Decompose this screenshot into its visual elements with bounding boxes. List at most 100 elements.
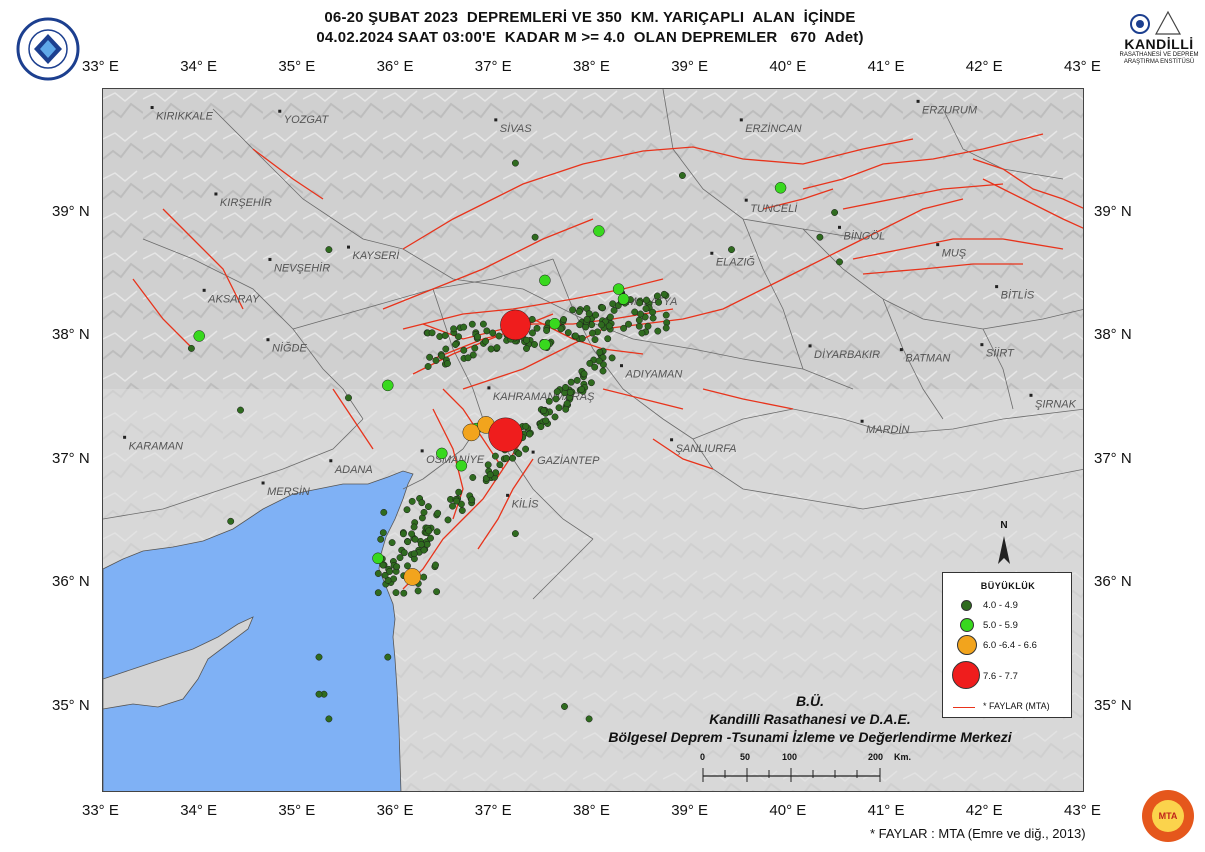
city-marker xyxy=(531,450,535,454)
earthquake-marker xyxy=(390,575,398,583)
lon-tick-label: 36° E xyxy=(376,58,414,75)
earthquake-marker xyxy=(564,329,572,337)
earthquake-marker xyxy=(540,407,548,415)
city-label: TUNCELİ xyxy=(750,203,798,215)
earthquake-marker xyxy=(449,502,456,510)
lat-tick-label: 35° N xyxy=(52,696,90,714)
earthquake-marker xyxy=(502,454,510,462)
earthquake-marker xyxy=(482,337,490,345)
city-marker xyxy=(916,99,920,103)
earthquake-marker xyxy=(462,423,481,442)
earthquake-marker xyxy=(488,417,523,453)
kandilli-subtitle: RASATHANESİ VE DEPREM ARAŞTIRMA ENSTİTÜS… xyxy=(1119,52,1199,65)
city-label: MUŞ xyxy=(942,248,967,260)
scale-label-50: 50 xyxy=(740,752,751,762)
earthquake-marker xyxy=(410,523,418,531)
city-marker xyxy=(506,493,510,497)
earthquake-marker xyxy=(426,353,434,361)
earthquake-marker xyxy=(414,587,422,595)
earthquake-marker xyxy=(572,332,579,340)
earthquake-marker xyxy=(836,258,843,266)
city-marker xyxy=(995,285,999,289)
earthquake-marker xyxy=(428,329,436,337)
province-border xyxy=(632,338,854,390)
earthquake-marker xyxy=(638,329,646,337)
credit-block: B.Ü. Kandilli Rasathanesi ve D.A.E. Bölg… xyxy=(560,692,1060,746)
north-label: N xyxy=(1000,520,1008,531)
city-label: KAYSERİ xyxy=(353,250,401,262)
fault-line xyxy=(702,388,794,410)
earthquake-marker xyxy=(187,344,195,352)
earthquake-marker xyxy=(728,246,735,254)
earthquake-marker xyxy=(598,304,606,312)
city-marker xyxy=(621,291,625,295)
city-marker xyxy=(150,106,154,110)
city-marker xyxy=(936,243,940,247)
earthquake-marker xyxy=(425,527,433,535)
earthquake-marker xyxy=(450,325,458,333)
scale-label-200: 200 xyxy=(868,752,884,762)
earthquake-marker xyxy=(433,588,441,596)
earthquake-marker xyxy=(592,311,600,319)
earthquake-marker xyxy=(325,246,333,254)
city-label: NİĞDE xyxy=(272,342,308,355)
earthquake-marker xyxy=(604,335,612,343)
earthquake-marker xyxy=(487,345,495,353)
city-marker xyxy=(619,364,623,368)
earthquake-marker xyxy=(418,499,426,507)
city-label: BİTLİS xyxy=(1001,290,1035,302)
earthquake-marker xyxy=(483,327,491,335)
earthquake-marker xyxy=(464,354,472,362)
earthquake-marker xyxy=(471,344,479,352)
city-label: MALATYA xyxy=(627,296,677,308)
earthquake-marker xyxy=(496,461,504,469)
earthquake-marker xyxy=(655,298,663,306)
earthquake-marker xyxy=(591,336,599,344)
city-label: KIRIKKALE xyxy=(156,111,214,123)
city-label: OSMANİYE xyxy=(426,454,485,466)
fault-line xyxy=(602,388,684,410)
fault-line xyxy=(162,208,244,310)
city-label: SİİRT xyxy=(986,348,1015,360)
city-marker xyxy=(278,109,282,113)
earthquake-marker xyxy=(598,321,605,329)
earthquake-marker xyxy=(593,225,605,237)
earthquake-marker xyxy=(552,395,560,403)
city-label: GAZİANTEP xyxy=(537,455,600,467)
earthquake-marker xyxy=(386,568,394,575)
scale-label-0: 0 xyxy=(700,752,706,762)
earthquake-marker xyxy=(560,316,568,323)
city-label: YOZGAT xyxy=(284,114,330,126)
city-label: MERSİN xyxy=(267,486,310,498)
city-label: ADIYAMAN xyxy=(624,369,682,381)
map-title: 06-20 ŞUBAT 2023 DEPREMLERİ VE 350 KM. Y… xyxy=(230,8,950,48)
scale-bar: 0 50 100 200 Km. xyxy=(690,752,920,786)
earthquake-marker xyxy=(374,570,382,577)
legend-title: BÜYÜKLÜK xyxy=(980,581,1036,591)
fault-line xyxy=(462,198,964,390)
fault-line xyxy=(402,438,524,590)
city-marker xyxy=(838,225,841,229)
earthquake-marker xyxy=(551,413,559,421)
city-marker xyxy=(494,118,498,122)
province-borders xyxy=(103,89,1083,600)
city-marker xyxy=(347,245,350,249)
earthquake-marker xyxy=(479,320,487,328)
title-line-1: 06-20 ŞUBAT 2023 DEPREMLERİ VE 350 KM. Y… xyxy=(324,9,856,26)
lon-tick-label: 43° E xyxy=(1064,58,1101,75)
lon-tick-label: 35° E xyxy=(278,802,316,819)
bogazici-logo xyxy=(12,16,84,82)
lon-tick-label: 34° E xyxy=(180,802,218,819)
lon-tick-label: 37° E xyxy=(474,58,512,75)
earthquake-marker xyxy=(576,321,584,329)
north-arrow: N xyxy=(990,520,1018,568)
earthquake-marker xyxy=(325,715,333,723)
lon-tick-label: 38° E xyxy=(573,802,610,819)
earthquake-marker xyxy=(606,313,614,321)
city-marker xyxy=(739,118,743,122)
earthquake-marker xyxy=(635,316,643,324)
earthquake-marker xyxy=(637,310,644,318)
seismicity-map[interactable]: KIRIKKALE YOZGAT SİVAS ERZİNCAN ERZURUM KIRŞE… xyxy=(102,88,1084,792)
earthquake-marker xyxy=(660,290,668,298)
earthquake-marker xyxy=(562,383,569,391)
